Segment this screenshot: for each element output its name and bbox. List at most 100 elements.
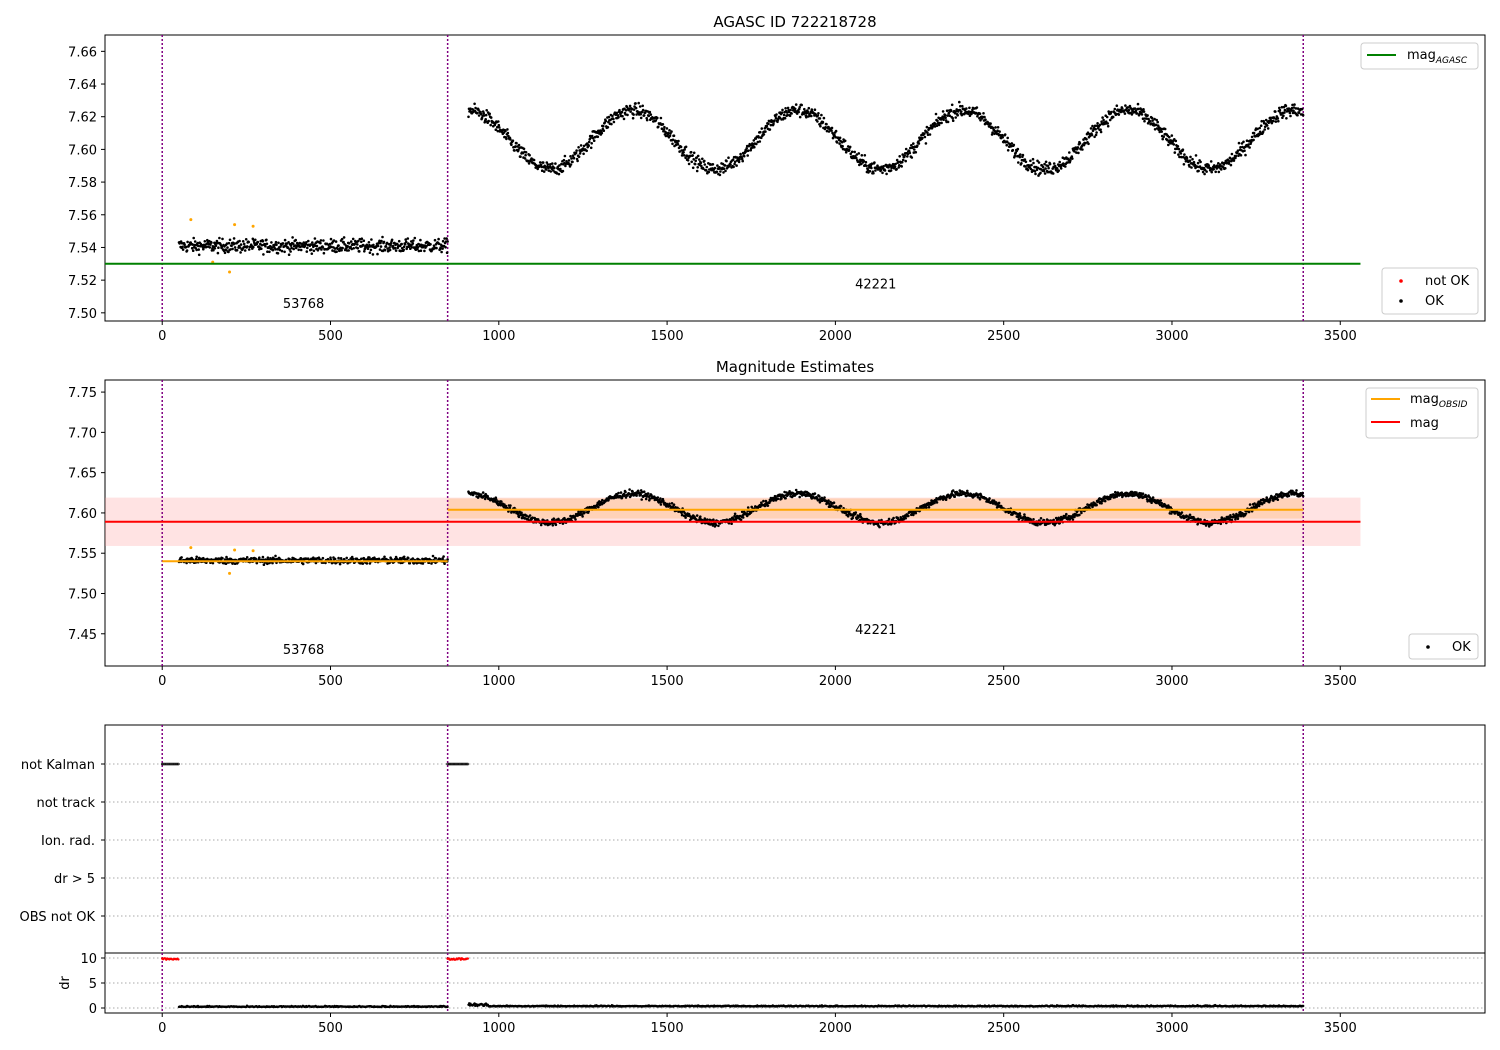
- chart-1-point: [497, 123, 501, 127]
- chart-2-point: [646, 492, 650, 495]
- chart-1-point: [641, 108, 645, 112]
- chart-1-point: [1058, 160, 1061, 164]
- chart-1-point: [561, 169, 565, 173]
- chart-1-point: [1244, 153, 1247, 157]
- chart-1-point: [356, 246, 360, 250]
- chart-2-legend-label: OK: [1452, 640, 1471, 655]
- chart-1-point: [745, 147, 748, 150]
- chart-1-point: [824, 126, 827, 129]
- chart-1-ytick-label: 7.50: [68, 307, 97, 322]
- chart-1-point: [567, 159, 571, 162]
- chart-1-point: [1190, 166, 1193, 169]
- chart-2-point: [619, 491, 623, 494]
- chart-1-point: [1003, 133, 1007, 136]
- chart-2-point: [551, 524, 555, 527]
- chart-1-point: [1105, 115, 1109, 119]
- chart-1-point: [994, 126, 997, 129]
- chart-1-point: [752, 139, 756, 142]
- chart-2-point: [1120, 491, 1124, 495]
- chart-1-point: [674, 143, 678, 147]
- chart-2-point: [185, 561, 188, 565]
- chart-1-point: [991, 131, 994, 134]
- chart-1-point: [1245, 139, 1249, 142]
- chart-1-point: [524, 153, 527, 157]
- chart-1-point: [951, 116, 954, 120]
- chart-1-point: [489, 123, 493, 127]
- chart-1-point: [705, 169, 708, 172]
- chart-1-point: [1051, 172, 1055, 175]
- chart-1-point: [1175, 147, 1179, 151]
- chart-1-point: [910, 144, 913, 147]
- chart-1-point: [262, 253, 265, 256]
- chart-1-point: [394, 249, 398, 252]
- chart-2-point: [813, 492, 817, 495]
- chart-1-point: [1093, 135, 1096, 139]
- chart-1-point: [639, 116, 643, 120]
- chart-3-category-label: dr > 5: [54, 872, 95, 887]
- chart-1-point: [757, 136, 761, 139]
- chart-2-xtick-label: 3000: [1155, 674, 1188, 689]
- chart-1-point: [1094, 133, 1098, 137]
- chart-1-point: [1016, 147, 1020, 151]
- chart-1-point: [319, 239, 323, 242]
- chart-1-point: [602, 129, 606, 132]
- chart-1-point: [843, 139, 847, 143]
- chart-2-point: [1301, 494, 1305, 498]
- chart-1-point: [549, 163, 552, 166]
- chart-1-point: [725, 159, 728, 163]
- chart-1-point: [707, 170, 711, 174]
- chart-2-point: [552, 517, 556, 520]
- chart-1-point: [649, 113, 653, 116]
- chart-1-point: [819, 124, 822, 128]
- chart-1-point: [668, 134, 672, 138]
- chart-1-point: [816, 114, 820, 117]
- chart-1-point: [290, 246, 293, 250]
- chart-2-point: [307, 557, 310, 560]
- chart-2-point: [878, 525, 881, 529]
- chart-1-point: [900, 160, 904, 164]
- chart-2-point: [617, 491, 620, 495]
- chart-1-point: [630, 107, 634, 111]
- chart-1-point: [631, 116, 635, 120]
- chart-1-point: [934, 122, 937, 126]
- chart-2-outlier-point: [189, 546, 193, 550]
- chart-2-xtick-label: 2000: [819, 674, 852, 689]
- chart-1-point: [1029, 159, 1032, 163]
- chart-1-point: [817, 112, 820, 115]
- chart-1-point: [540, 165, 543, 169]
- chart-1-point: [467, 115, 470, 119]
- chart-1-point: [1137, 107, 1140, 111]
- chart-2-point: [274, 554, 277, 558]
- chart-1-point: [589, 146, 593, 150]
- chart-1-point: [235, 248, 239, 252]
- chart-1-point: [855, 156, 858, 160]
- chart-2-point: [656, 496, 660, 499]
- chart-1-point: [1020, 162, 1023, 165]
- chart-2-point: [1032, 518, 1035, 521]
- chart-1-point: [838, 142, 841, 145]
- chart-1-point: [793, 107, 797, 111]
- chart-1-legend: [1360, 42, 1479, 70]
- chart-1-point: [612, 120, 616, 124]
- chart-2-point: [586, 506, 589, 509]
- chart-1-point: [291, 242, 295, 245]
- chart-1-point: [711, 163, 715, 166]
- chart-1-point: [895, 167, 898, 171]
- chart-1-point: [539, 163, 543, 167]
- chart-2-legend-label: mag: [1410, 416, 1439, 431]
- chart-1-point: [909, 146, 912, 150]
- chart-1-point: [410, 240, 413, 243]
- chart-2-point: [1159, 499, 1162, 502]
- chart-1-point: [223, 251, 227, 255]
- chart-1-point: [378, 239, 381, 243]
- chart-1-point: [1101, 116, 1104, 119]
- chart-1-point: [1064, 165, 1067, 168]
- chart-1-point: [1077, 151, 1080, 155]
- chart-2-point: [408, 561, 412, 565]
- chart-2-point: [254, 557, 258, 561]
- chart-1-point: [1046, 164, 1050, 168]
- chart-1-point: [634, 102, 637, 105]
- chart-1-point: [360, 240, 363, 244]
- chart-1-point: [477, 108, 480, 112]
- chart-1-point: [510, 143, 513, 147]
